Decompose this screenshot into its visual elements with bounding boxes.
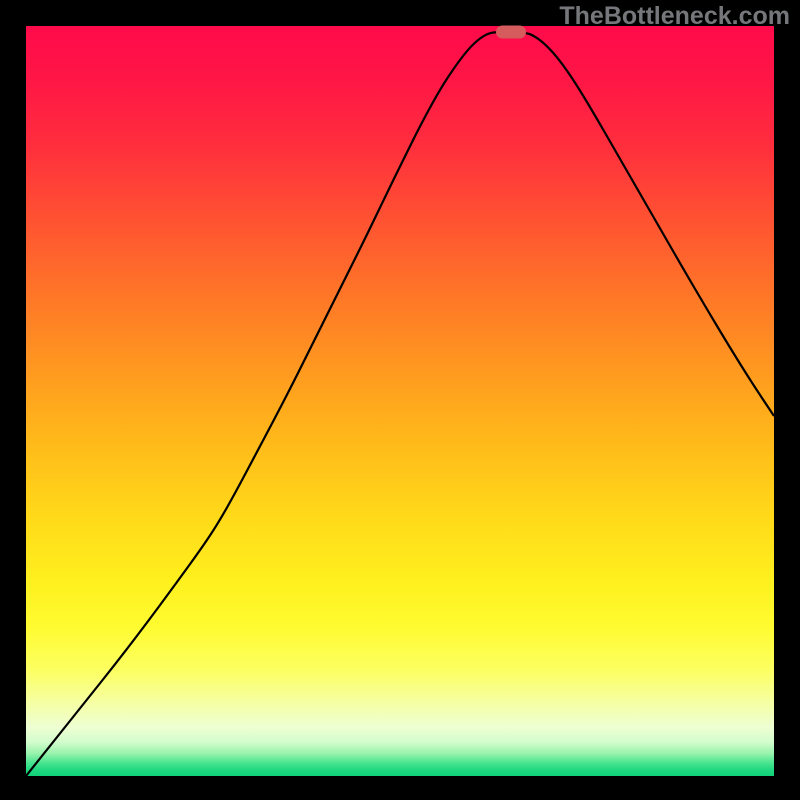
watermark-text: TheBottleneck.com <box>559 2 790 31</box>
bottleneck-curve <box>26 32 774 776</box>
chart-frame: TheBottleneck.com <box>0 0 800 800</box>
optimal-marker <box>496 26 526 39</box>
plot-area <box>26 26 774 776</box>
curve-overlay <box>26 26 774 776</box>
